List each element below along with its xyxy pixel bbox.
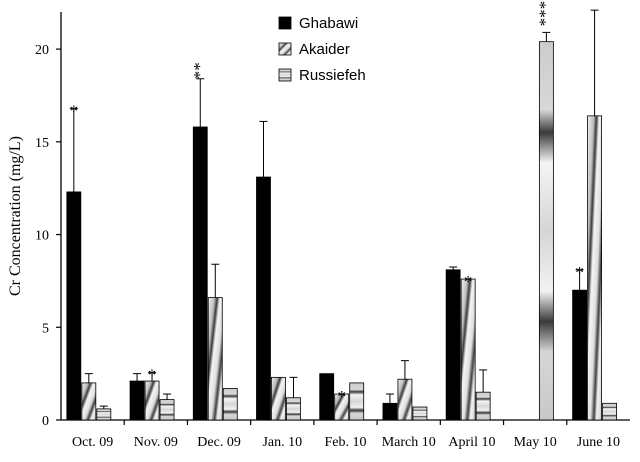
x-tick-label: Jan. 10 [262, 435, 302, 450]
bar-akaider [334, 393, 350, 421]
bar-ghabawi [129, 380, 145, 421]
y-tick-label: 20 [35, 43, 49, 58]
legend-swatch-akaider [278, 42, 292, 56]
bar-russiefeh [538, 41, 554, 421]
significance-star: * [464, 272, 473, 291]
y-tick-label: 10 [35, 229, 49, 244]
legend: Ghabawi Akaider Russiefeh [278, 15, 366, 84]
bar-ghabawi [445, 269, 461, 421]
bar-akaider [460, 278, 476, 421]
legend-swatch-russiefeh [278, 68, 292, 82]
bar-ghabawi [66, 191, 82, 421]
bar-ghabawi [192, 126, 208, 421]
bar-akaider [144, 380, 160, 421]
x-axis-ticks: Oct. 09 Nov. 09 Dec. 09 Jan. 10 Feb. 10 March… [72, 420, 620, 450]
legend-swatch-ghabawi [278, 16, 292, 30]
x-tick-label: April 10 [448, 435, 495, 450]
legend-label-akaider: Akaider [299, 41, 350, 58]
x-tick-label: Nov. 09 [134, 435, 178, 450]
legend-label-ghabawi: Ghabawi [299, 15, 358, 32]
y-tick-label: 0 [42, 414, 49, 429]
bar-ghabawi [256, 176, 271, 421]
significance-star: * [575, 263, 584, 282]
bar-russiefeh [159, 399, 175, 421]
bar-akaider [397, 378, 413, 421]
x-tick-label: Dec. 09 [197, 435, 241, 450]
x-tick-label: Oct. 09 [72, 435, 113, 450]
bar-ghabawi [572, 289, 587, 421]
bar-russiefeh [222, 388, 238, 421]
y-axis-ticks: 0 5 10 15 20 [35, 43, 61, 429]
bar-ghabawi [382, 402, 398, 421]
bar-ghabawi [319, 373, 335, 421]
y-tick-label: 5 [42, 321, 49, 336]
bar-russiefeh [412, 406, 428, 421]
x-tick-label: March 10 [382, 435, 436, 450]
bars [66, 41, 617, 421]
x-tick-label: May 10 [514, 435, 557, 450]
bar-akaider [271, 376, 286, 421]
bar-akaider [81, 382, 97, 421]
significance-star: * [70, 101, 79, 120]
legend-label-russiefeh: Russiefeh [299, 67, 366, 84]
significance-star: * [148, 366, 157, 385]
bar-akaider [207, 297, 223, 421]
bar-russiefeh [349, 382, 365, 421]
error-bars [69, 9, 599, 409]
significance-annotations: *********** [70, 0, 584, 406]
bar-russiefeh [602, 402, 617, 421]
significance-stars: ** [190, 62, 209, 79]
x-tick-label: June 10 [577, 435, 620, 450]
significance-stars: **** [535, 0, 554, 26]
y-tick-label: 15 [35, 136, 49, 151]
bar-russiefeh [475, 391, 491, 421]
significance-star: * [337, 387, 346, 406]
bar-russiefeh [96, 408, 112, 421]
bar-akaider [587, 115, 602, 421]
bar-russiefeh [286, 397, 301, 421]
y-axis-title: Cr Concentration (mg/L) [7, 136, 24, 296]
x-tick-label: Feb. 10 [325, 435, 367, 450]
